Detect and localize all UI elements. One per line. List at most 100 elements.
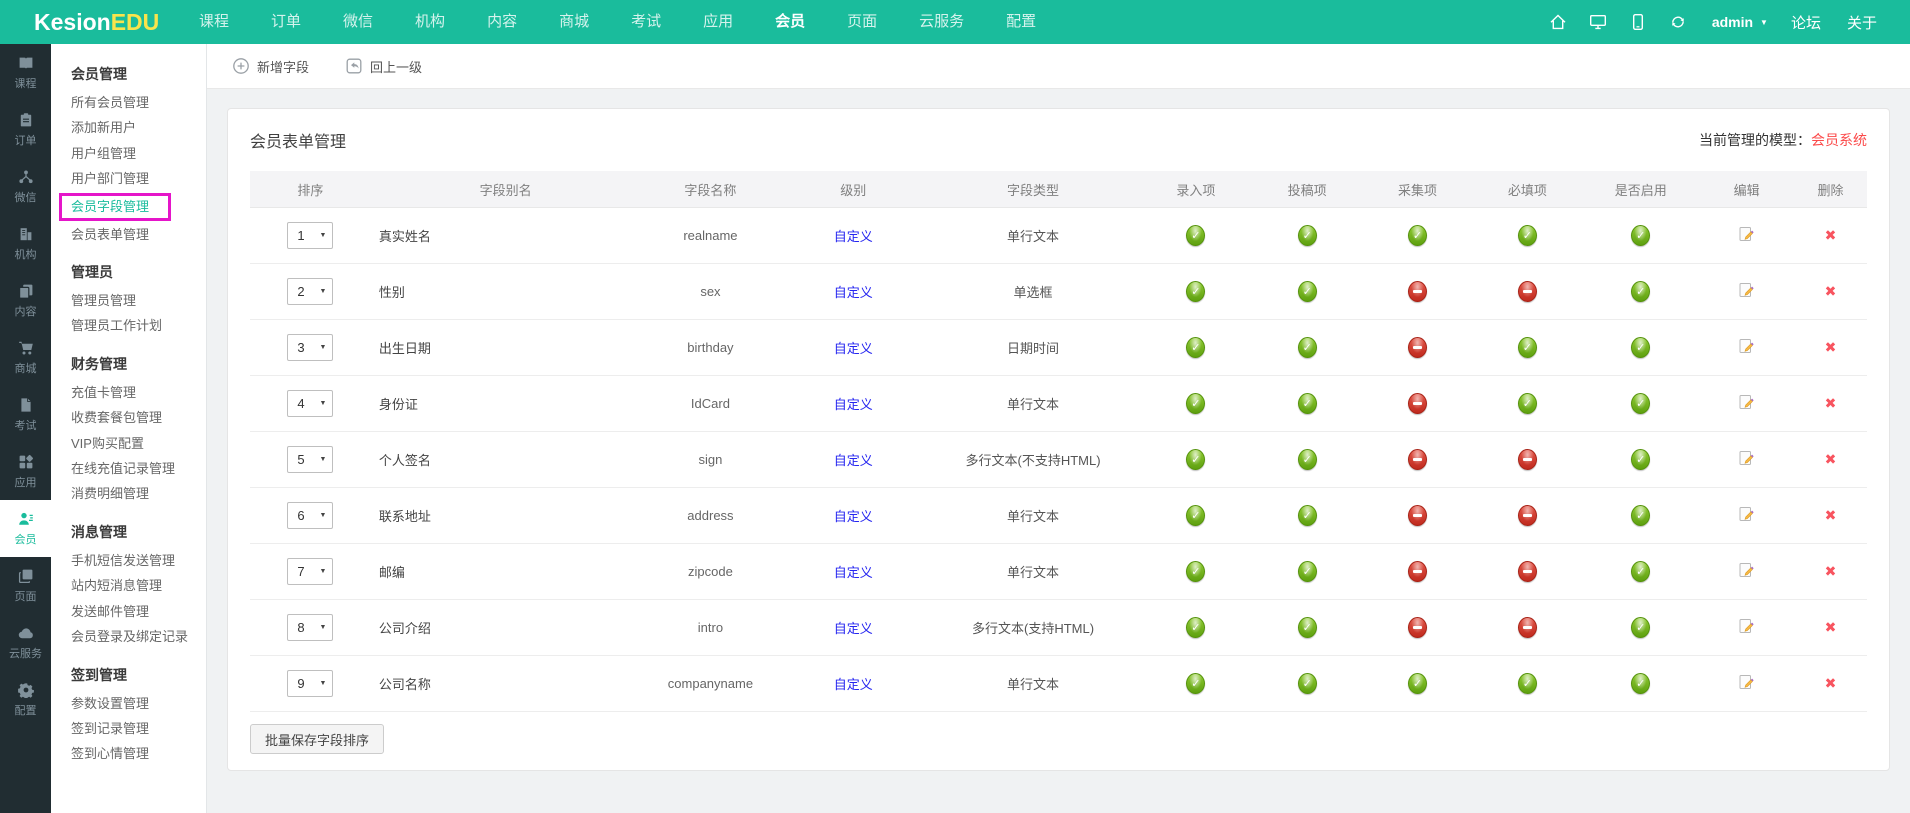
refresh-icon[interactable] <box>1658 0 1698 44</box>
entry-status-icon[interactable] <box>1186 225 1206 246</box>
edit-icon[interactable] <box>1738 561 1756 582</box>
level-link[interactable]: 自定义 <box>833 565 873 580</box>
enabled-status-icon[interactable] <box>1631 561 1651 582</box>
edit-icon[interactable] <box>1738 393 1756 414</box>
level-link[interactable]: 自定义 <box>833 621 873 636</box>
back-up-button[interactable]: 回上一级 <box>345 57 422 76</box>
module-item-course[interactable]: 课程 <box>0 44 51 101</box>
sidebar-item[interactable]: 会员字段管理 <box>59 192 172 221</box>
delete-icon[interactable]: ✖ <box>1824 451 1837 467</box>
entry-status-icon[interactable] <box>1186 673 1206 694</box>
collect-status-icon[interactable] <box>1408 337 1428 358</box>
sidebar-item[interactable]: 管理员管理 <box>71 293 137 309</box>
order-select[interactable]: 9 ▼ <box>287 670 334 697</box>
post-status-icon[interactable] <box>1297 337 1317 358</box>
required-status-icon[interactable] <box>1517 561 1537 582</box>
nav-item[interactable]: 微信 <box>343 13 374 30</box>
module-item-wechat[interactable]: 微信 <box>0 158 51 215</box>
sidebar-item[interactable]: 会员表单管理 <box>71 226 150 242</box>
current-model-value[interactable]: 会员系统 <box>1811 132 1867 148</box>
delete-icon[interactable]: ✖ <box>1824 283 1837 299</box>
edit-icon[interactable] <box>1738 337 1756 358</box>
entry-status-icon[interactable] <box>1186 281 1206 302</box>
post-status-icon[interactable] <box>1297 561 1317 582</box>
nav-item[interactable]: 订单 <box>271 13 302 30</box>
order-select[interactable]: 7 ▼ <box>287 558 334 585</box>
order-select[interactable]: 1 ▼ <box>287 222 334 249</box>
sidebar-item[interactable]: 收费套餐包管理 <box>71 410 163 426</box>
level-link[interactable]: 自定义 <box>833 229 873 244</box>
delete-icon[interactable]: ✖ <box>1824 675 1837 691</box>
required-status-icon[interactable] <box>1517 505 1537 526</box>
required-status-icon[interactable] <box>1517 337 1537 358</box>
enabled-status-icon[interactable] <box>1631 449 1651 470</box>
sidebar-item[interactable]: 签到心情管理 <box>71 746 150 762</box>
mobile-icon[interactable] <box>1618 0 1658 44</box>
edit-icon[interactable] <box>1738 281 1756 302</box>
nav-item[interactable]: 商城 <box>559 13 590 30</box>
nav-item[interactable]: 考试 <box>631 13 662 30</box>
order-select[interactable]: 8 ▼ <box>287 614 334 641</box>
sidebar-item[interactable]: VIP购买配置 <box>71 435 144 451</box>
order-select[interactable]: 2 ▼ <box>287 278 334 305</box>
entry-status-icon[interactable] <box>1186 617 1206 638</box>
post-status-icon[interactable] <box>1297 673 1317 694</box>
sidebar-item[interactable]: 添加新用户 <box>71 120 137 136</box>
edit-icon[interactable] <box>1738 505 1756 526</box>
nav-item[interactable]: 课程 <box>199 13 230 30</box>
collect-status-icon[interactable] <box>1408 505 1428 526</box>
module-item-content[interactable]: 内容 <box>0 272 51 329</box>
sidebar-item[interactable]: 充值卡管理 <box>71 384 137 400</box>
sidebar-item[interactable]: 用户组管理 <box>71 145 137 161</box>
post-status-icon[interactable] <box>1297 617 1317 638</box>
module-item-page[interactable]: 页面 <box>0 557 51 614</box>
nav-item[interactable]: 内容 <box>487 13 518 30</box>
order-select[interactable]: 4 ▼ <box>287 390 334 417</box>
delete-icon[interactable]: ✖ <box>1824 563 1837 579</box>
module-item-member[interactable]: 会员 <box>0 500 51 557</box>
sidebar-item[interactable]: 用户部门管理 <box>71 171 150 187</box>
module-item-exam[interactable]: 考试 <box>0 386 51 443</box>
level-link[interactable]: 自定义 <box>833 341 873 356</box>
level-link[interactable]: 自定义 <box>833 509 873 524</box>
home-icon[interactable] <box>1538 0 1578 44</box>
required-status-icon[interactable] <box>1517 393 1537 414</box>
entry-status-icon[interactable] <box>1186 337 1206 358</box>
save-order-button[interactable]: 批量保存字段排序 <box>250 724 385 754</box>
level-link[interactable]: 自定义 <box>833 677 873 692</box>
module-item-app[interactable]: 应用 <box>0 443 51 500</box>
sidebar-item[interactable]: 在线充值记录管理 <box>71 461 176 477</box>
collect-status-icon[interactable] <box>1408 225 1428 246</box>
add-field-button[interactable]: 新增字段 <box>232 57 309 76</box>
nav-item[interactable]: 页面 <box>847 13 878 30</box>
collect-status-icon[interactable] <box>1408 449 1428 470</box>
entry-status-icon[interactable] <box>1186 561 1206 582</box>
entry-status-icon[interactable] <box>1186 505 1206 526</box>
level-link[interactable]: 自定义 <box>833 397 873 412</box>
enabled-status-icon[interactable] <box>1631 505 1651 526</box>
delete-icon[interactable]: ✖ <box>1824 227 1837 243</box>
entry-status-icon[interactable] <box>1186 449 1206 470</box>
order-select[interactable]: 5 ▼ <box>287 446 334 473</box>
enabled-status-icon[interactable] <box>1631 337 1651 358</box>
module-item-config[interactable]: 配置 <box>0 671 51 728</box>
collect-status-icon[interactable] <box>1408 281 1428 302</box>
sidebar-item[interactable]: 所有会员管理 <box>71 95 150 110</box>
post-status-icon[interactable] <box>1297 393 1317 414</box>
collect-status-icon[interactable] <box>1408 673 1428 694</box>
nav-item[interactable]: 机构 <box>415 13 446 30</box>
enabled-status-icon[interactable] <box>1631 281 1651 302</box>
nav-item[interactable]: 配置 <box>1006 13 1037 30</box>
sidebar-item[interactable]: 消费明细管理 <box>71 486 150 502</box>
monitor-icon[interactable] <box>1578 0 1618 44</box>
edit-icon[interactable] <box>1738 673 1756 694</box>
about-link[interactable]: 关于 <box>1846 14 1877 32</box>
level-link[interactable]: 自定义 <box>833 285 873 300</box>
delete-icon[interactable]: ✖ <box>1824 339 1837 355</box>
forum-link[interactable]: 论坛 <box>1790 14 1821 32</box>
sidebar-item[interactable]: 发送邮件管理 <box>71 603 150 619</box>
required-status-icon[interactable] <box>1517 673 1537 694</box>
post-status-icon[interactable] <box>1297 449 1317 470</box>
admin-menu[interactable]: admin ▼ <box>1712 14 1768 30</box>
required-status-icon[interactable] <box>1517 225 1537 246</box>
